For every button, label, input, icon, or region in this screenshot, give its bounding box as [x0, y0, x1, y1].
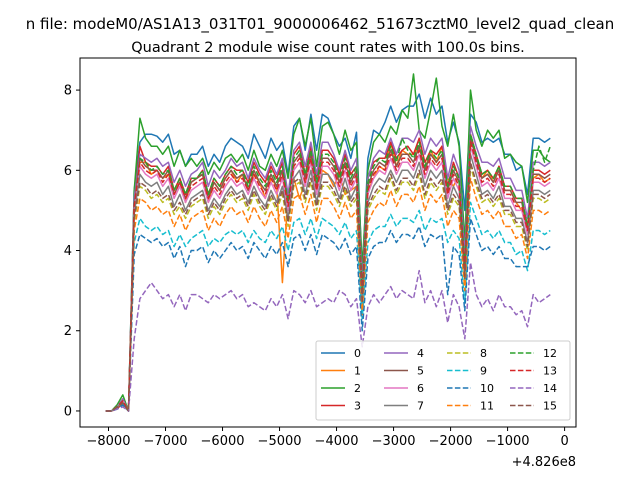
series-layer	[105, 73, 552, 412]
x-tick-label: −8000	[87, 434, 131, 449]
legend-label: 13	[543, 365, 557, 378]
legend-label: 11	[480, 400, 494, 413]
series-line-12	[105, 133, 552, 412]
legend-label: 1	[354, 365, 361, 378]
x-tick-label: −3000	[372, 434, 416, 449]
plot-area	[79, 57, 577, 428]
x-tick-label: 0	[560, 434, 568, 449]
series-line-6	[105, 145, 551, 412]
figure-suptitle: n file: modeM0/AS1A13_031T01_9000006462_…	[26, 15, 615, 34]
legend-frame	[315, 340, 571, 421]
x-axis-offset-label: +4.826e8	[512, 455, 576, 470]
x-tick-label: −2000	[429, 434, 473, 449]
legend-label: 15	[543, 400, 557, 413]
legend-label: 0	[354, 347, 361, 360]
legend-label: 4	[417, 347, 424, 360]
x-tick-label: −6000	[201, 434, 245, 449]
series-line-5	[105, 137, 551, 412]
series-line-14	[105, 261, 551, 412]
series-line-2	[105, 73, 551, 412]
series-line-15	[105, 161, 551, 412]
legend-label: 6	[417, 382, 424, 395]
series-line-8	[105, 165, 551, 412]
series-line-13	[105, 141, 551, 412]
legend-label: 3	[354, 400, 361, 413]
series-line-4	[105, 125, 551, 412]
series-line-7	[105, 153, 551, 412]
legend-label: 9	[480, 365, 487, 378]
y-tick-label: 0	[64, 404, 72, 419]
axes-frame	[79, 57, 577, 428]
y-tick-label: 4	[64, 244, 72, 259]
chart-title: Quadrant 2 module wise count rates with …	[131, 40, 525, 56]
y-axis: 0 2 4 6 8	[64, 84, 80, 419]
legend-label: 7	[417, 400, 424, 413]
x-tick-label: −5000	[258, 434, 302, 449]
legend-label: 2	[354, 382, 361, 395]
legend-label: 10	[480, 382, 494, 395]
legend-label: 14	[543, 382, 557, 395]
legend-label: 12	[543, 347, 557, 360]
legend-label: 5	[417, 365, 424, 378]
legend-label: 8	[480, 347, 487, 360]
x-axis: −8000 −7000 −6000 −5000 −4000 −3000 −2000 −1000…	[87, 427, 569, 449]
y-tick-label: 6	[64, 164, 72, 179]
x-tick-label: −4000	[315, 434, 359, 449]
x-tick-label: −7000	[144, 434, 188, 449]
series-line-10	[105, 217, 551, 412]
series-line-11	[105, 177, 551, 412]
x-tick-label: −1000	[486, 434, 530, 449]
y-tick-label: 2	[64, 324, 72, 339]
y-tick-label: 8	[64, 84, 72, 99]
series-line-9	[105, 201, 551, 412]
